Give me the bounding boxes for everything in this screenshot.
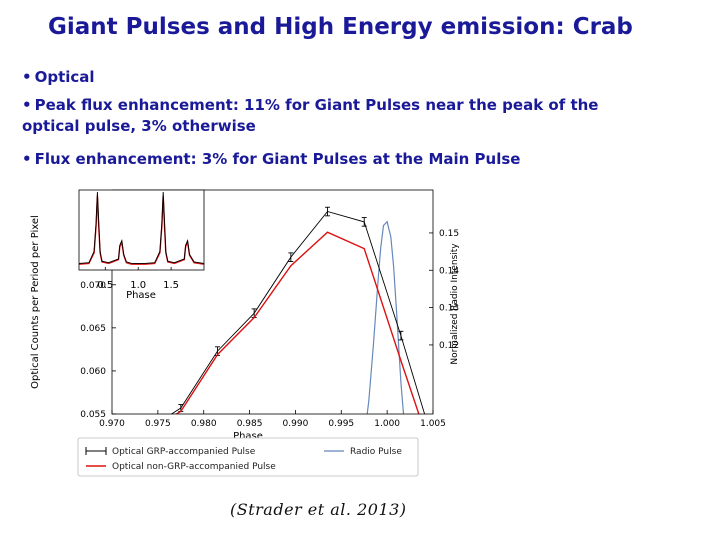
series-line-2 <box>366 220 405 414</box>
bullet-text: Optical <box>34 68 95 86</box>
legend-label-radio: Radio Pulse <box>350 447 402 457</box>
inset-frame <box>78 189 205 271</box>
legend-label-non-grp: Optical non-GRP-accompanied Pulse <box>112 462 276 472</box>
inset-x-axis-label: Phase <box>126 290 156 301</box>
y2-tick-label: 0.14 <box>439 266 459 276</box>
chart-legend: Optical GRP-accompanied Pulse Optical no… <box>77 437 419 477</box>
bullet-symbol: • <box>22 96 32 114</box>
inset-x-tick-label: 1.5 <box>163 280 179 291</box>
x-tick-label: 0.990 <box>283 419 309 429</box>
x-tick-label: 0.985 <box>237 419 263 429</box>
legend-box <box>77 437 419 477</box>
y2-tick-label: 0.15 <box>439 229 459 239</box>
main-series-group <box>170 206 440 461</box>
x-tick-label: 1.000 <box>374 419 400 429</box>
bullet-text: Flux enhancement: 3% for Giant Pulses at… <box>34 150 521 168</box>
inset-background <box>79 190 204 270</box>
inset-x-ticks: 0.5 1.0 1.5 <box>97 267 179 291</box>
x-tick-label: 0.980 <box>191 419 217 429</box>
inset-x-tick-label: 1.0 <box>130 280 146 291</box>
main-y-axis-label: Optical Counts per Period per Pixel <box>30 215 41 389</box>
main-y2-axis-label: Normalized Radio Intensity <box>450 243 460 365</box>
inset-x-tick-label: 0.5 <box>97 280 113 291</box>
main-y2-ticks: 0.12 0.13 0.14 0.15 <box>429 229 459 351</box>
series-line-1 <box>175 231 420 414</box>
bullet-peak-flux: • Peak flux enhancement: 11% for Giant Pu… <box>22 95 602 137</box>
bullet-text: Peak flux enhancement: 11% for Giant Pul… <box>22 96 599 135</box>
y2-tick-label: 0.12 <box>439 341 459 351</box>
inset-series-group <box>79 191 204 265</box>
error-bar <box>435 454 440 461</box>
bullet-symbol: • <box>22 150 32 168</box>
y2-tick-label: 0.13 <box>439 304 459 314</box>
chart-figure: 0.970 0.975 0.980 0.985 0.990 0.995 1.000 1.005… <box>28 186 468 482</box>
bullet-optical: • Optical <box>22 67 95 88</box>
legend-entry-non-grp: Optical non-GRP-accompanied Pulse <box>86 462 276 472</box>
slide-title: Giant Pulses and High Energy emission: C… <box>48 14 633 40</box>
main-plot-frame <box>111 189 434 415</box>
inset-series-line-0 <box>79 191 204 264</box>
error-bar <box>361 217 367 227</box>
x-tick-label: 0.970 <box>99 419 125 429</box>
legend-entry-radio: Radio Pulse <box>324 447 402 457</box>
chart-svg: 0.970 0.975 0.980 0.985 0.990 0.995 1.000 1.005… <box>30 189 460 477</box>
y-tick-label: 0.055 <box>80 410 106 420</box>
error-bar <box>325 206 331 217</box>
main-x-ticks: 0.970 0.975 0.980 0.985 0.990 0.995 1.000 1.005 <box>99 410 446 429</box>
y-tick-label: 0.070 <box>80 281 106 291</box>
bullet-flux-main-pulse: • Flux enhancement: 3% for Giant Pulses a… <box>22 149 520 170</box>
bullet-symbol: • <box>22 68 32 86</box>
main-x-axis-label: Phase <box>233 431 263 442</box>
legend-entry-grp: Optical GRP-accompanied Pulse <box>85 447 256 457</box>
x-tick-label: 0.975 <box>145 419 171 429</box>
error-bar <box>398 330 404 341</box>
x-tick-label: 0.995 <box>328 419 354 429</box>
y-tick-label: 0.060 <box>80 367 106 377</box>
main-plot: 0.970 0.975 0.980 0.985 0.990 0.995 1.000 1.005… <box>30 189 460 461</box>
y-tick-label: 0.065 <box>80 324 106 334</box>
inset-plot: 0.5 1.0 1.5 Phase <box>78 189 205 301</box>
citation: (Strader et al. 2013) <box>230 500 407 519</box>
legend-label-grp: Optical GRP-accompanied Pulse <box>112 447 256 457</box>
x-tick-label: 1.005 <box>420 419 446 429</box>
error-bar <box>288 252 294 262</box>
